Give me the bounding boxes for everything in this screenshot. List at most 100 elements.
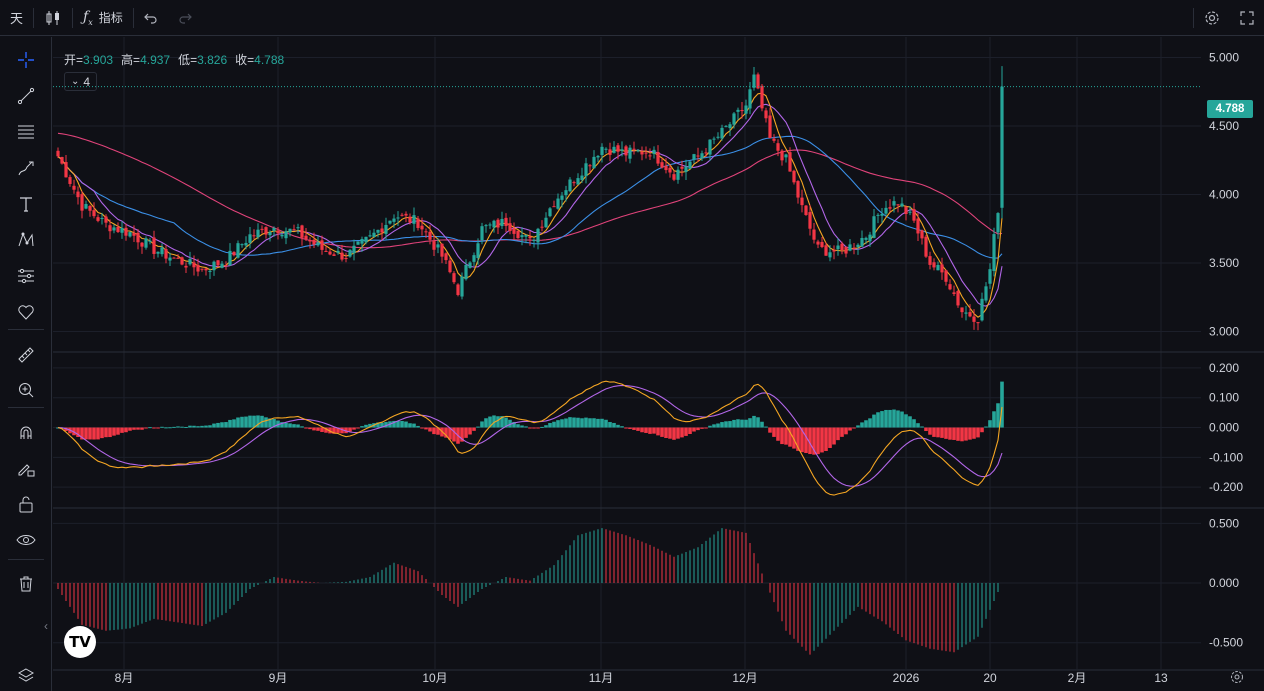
ruler-icon — [18, 347, 34, 363]
candle-body — [444, 253, 448, 261]
candle-body — [856, 244, 860, 247]
interval-button[interactable]: 天 — [0, 0, 33, 36]
candle-body — [232, 251, 236, 256]
macd-bar — [368, 423, 372, 428]
trendline-tool[interactable] — [13, 83, 39, 109]
crosshair-tool[interactable] — [13, 47, 39, 73]
crosshair-icon — [18, 52, 34, 68]
delete-tool[interactable] — [13, 571, 39, 597]
macd-bar — [144, 427, 148, 429]
candle-body — [348, 249, 352, 257]
candle-body — [672, 174, 676, 180]
macd-bar — [132, 427, 136, 430]
candle-body — [128, 232, 132, 237]
candle-body — [512, 228, 516, 234]
candle-body — [824, 245, 828, 256]
price-chart[interactable]: 5.000 4.500 4.000 3.500 3.000 0.200 0.100 0.000… — [53, 37, 1264, 691]
candle-body — [928, 256, 932, 265]
macd-bar — [704, 427, 708, 429]
macd-bar — [944, 427, 948, 439]
candle-body — [616, 145, 620, 152]
lock-tool[interactable] — [13, 491, 39, 517]
undo-icon — [143, 13, 157, 24]
candle-body — [136, 232, 140, 243]
macd-bar — [728, 421, 732, 428]
candle-body — [900, 203, 904, 207]
fullscreen-button[interactable] — [1230, 0, 1264, 36]
macd-bar — [72, 427, 76, 436]
macd-tick-label: 0.200 — [1209, 361, 1239, 375]
macd-tick-label: -0.200 — [1209, 480, 1243, 494]
chart-type-button[interactable] — [34, 0, 72, 36]
sidebar-divider — [8, 407, 44, 408]
macd-bar — [560, 419, 564, 428]
candle-body — [296, 227, 300, 229]
macd-bar — [884, 409, 888, 428]
brush-tool[interactable] — [13, 155, 39, 181]
redo-button[interactable] — [168, 0, 202, 36]
toolbar-divider — [33, 7, 35, 28]
macd-bar — [888, 409, 892, 428]
macd-bar — [244, 416, 248, 428]
candle-body — [428, 231, 432, 240]
macd-bar — [100, 427, 104, 439]
macd-bar — [716, 423, 720, 428]
macd-bar — [452, 427, 456, 442]
candle-body — [632, 148, 636, 150]
macd-bar — [232, 419, 236, 428]
candle-body — [316, 242, 320, 246]
candle-body — [80, 194, 84, 211]
prediction-tool[interactable] — [13, 263, 39, 289]
candle-body — [436, 244, 440, 248]
tradingview-logo[interactable]: TV — [64, 626, 96, 658]
candle-body — [60, 157, 64, 164]
function-icon: ƒx — [83, 8, 93, 27]
macd-bar — [836, 427, 840, 441]
candle-body — [896, 204, 900, 206]
macd-bar — [540, 426, 544, 428]
candle-body — [368, 235, 372, 237]
candle-body — [936, 264, 940, 271]
candle-body — [384, 224, 388, 234]
candle-body — [336, 250, 340, 253]
candle-body — [84, 203, 88, 209]
text-tool[interactable] — [13, 191, 39, 217]
magnet-tool[interactable] — [13, 420, 39, 446]
candle-body — [364, 236, 368, 243]
favorite-tool[interactable] — [13, 299, 39, 325]
macd-bar — [288, 423, 292, 428]
macd-bar — [776, 427, 780, 441]
indicators-toggle[interactable]: ⌄ 4 — [64, 72, 98, 91]
macd-bar — [528, 427, 532, 429]
ohlc-legend: 开=3.903 高=4.937 低=3.826 收=4.788 — [64, 51, 284, 68]
candle-body — [648, 155, 652, 157]
macd-bar — [856, 425, 860, 428]
macd-bar — [304, 427, 308, 429]
candle-body — [776, 143, 780, 151]
candle-body — [852, 247, 856, 249]
candle-body — [100, 217, 104, 219]
object-tree-button[interactable] — [13, 663, 39, 689]
candle-body — [748, 89, 752, 109]
toolbar-divider — [72, 7, 74, 28]
ma-fast-line — [57, 92, 1003, 318]
macd-bar — [640, 427, 644, 433]
macd-bar — [84, 427, 88, 440]
pattern-tool[interactable] — [13, 227, 39, 253]
zoom-tool[interactable] — [13, 377, 39, 403]
indicators-button[interactable]: ƒx 指标 — [73, 0, 133, 36]
measure-tool[interactable] — [13, 342, 39, 368]
candle-body — [504, 217, 508, 226]
macd-bar — [336, 427, 340, 433]
lock-drawing-tool[interactable] — [13, 455, 39, 481]
fib-tool[interactable] — [13, 119, 39, 145]
macd-bar — [520, 425, 524, 428]
macd-bar — [800, 427, 804, 453]
settings-button[interactable] — [1194, 0, 1230, 36]
macd-bar — [964, 427, 968, 441]
undo-button[interactable] — [134, 0, 168, 36]
visibility-tool[interactable] — [13, 527, 39, 553]
candle-body — [300, 225, 304, 238]
macd-bar — [460, 427, 464, 442]
collapse-toolbar-button[interactable]: ‹ — [40, 613, 52, 639]
